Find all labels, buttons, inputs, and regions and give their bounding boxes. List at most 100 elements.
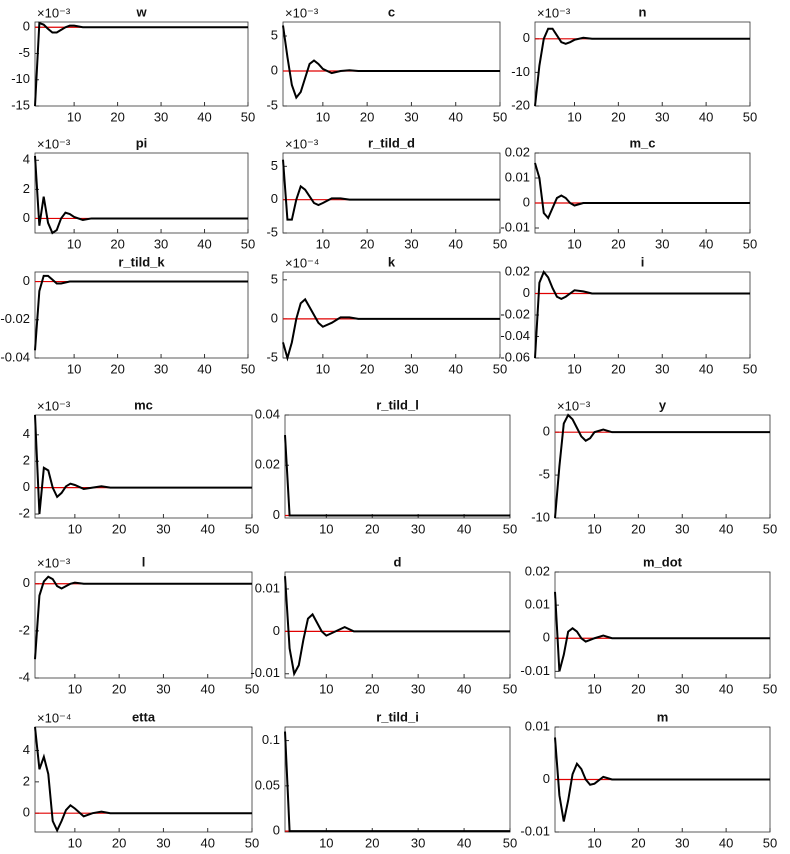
x-tick-label: 10 — [316, 361, 330, 376]
exponent-label: ×10⁻³ — [285, 136, 319, 151]
x-tick-label: 10 — [67, 236, 81, 251]
chart-title: w — [135, 4, 147, 19]
y-tick-label: 0 — [23, 575, 30, 590]
plot-area — [282, 152, 501, 234]
x-tick-label: 50 — [241, 109, 255, 124]
x-tick-label: 30 — [156, 681, 170, 696]
y-tick-label: -5 — [538, 467, 550, 482]
irf-line — [34, 726, 252, 833]
x-tick-label: 30 — [655, 361, 669, 376]
y-tick-label: 0.01 — [505, 169, 530, 184]
y-tick-label: 0.05 — [255, 777, 280, 792]
y-tick-label: 0 — [271, 310, 278, 325]
y-tick-label: 0 — [23, 479, 30, 494]
y-tick-label: -10 — [11, 71, 30, 86]
x-tick-label: 20 — [631, 681, 645, 696]
x-tick-label: 40 — [719, 521, 733, 536]
x-tick-label: 20 — [360, 109, 374, 124]
exponent-label: ×10⁻³ — [537, 5, 571, 20]
x-tick-label: 40 — [200, 521, 214, 536]
chart-title: etta — [132, 709, 156, 724]
x-tick-label: 10 — [567, 236, 581, 251]
y-tick-label: 2 — [23, 773, 30, 788]
y-tick-label: 0.1 — [262, 732, 280, 747]
y-tick-label: 2 — [23, 181, 30, 196]
x-tick-label: 20 — [110, 109, 124, 124]
x-tick-label: 40 — [457, 835, 471, 850]
irf-line — [284, 576, 510, 677]
x-tick-label: 50 — [763, 681, 777, 696]
x-tick-label: 50 — [743, 361, 757, 376]
irf-line — [554, 413, 770, 519]
y-tick-label: 0 — [543, 424, 550, 439]
y-tick-label: 0.01 — [525, 718, 550, 733]
plot-area — [34, 21, 249, 107]
x-tick-label: 40 — [197, 361, 211, 376]
y-tick-label: -0.01 — [500, 219, 530, 234]
x-tick-label: 30 — [156, 521, 170, 536]
x-tick-label: 10 — [319, 681, 333, 696]
x-tick-label: 50 — [743, 109, 757, 124]
x-tick-label: 50 — [743, 236, 757, 251]
chart-title: r_tild_l — [376, 397, 419, 412]
x-tick-label: 30 — [154, 361, 168, 376]
y-tick-label: -5 — [266, 97, 278, 112]
exponent-label: ×10⁻³ — [285, 5, 319, 20]
y-tick-label: 0.02 — [255, 457, 280, 472]
chart-title: k — [388, 254, 396, 269]
x-tick-label: 50 — [503, 681, 517, 696]
y-tick-label: -0.01 — [520, 823, 550, 838]
y-tick-label: 0.01 — [255, 580, 280, 595]
x-tick-label: 30 — [655, 109, 669, 124]
exponent-label: ×10⁻³ — [37, 555, 71, 570]
x-tick-label: 10 — [567, 361, 581, 376]
exponent-label: ×10⁻³ — [37, 5, 71, 20]
x-tick-label: 40 — [200, 681, 214, 696]
irf-line — [284, 731, 510, 833]
irf-line — [534, 270, 750, 359]
x-tick-label: 30 — [404, 236, 418, 251]
y-tick-label: 0 — [23, 273, 30, 288]
x-tick-label: 50 — [763, 521, 777, 536]
x-tick-label: 50 — [493, 236, 507, 251]
x-tick-label: 20 — [611, 361, 625, 376]
y-tick-label: 0 — [523, 285, 530, 300]
chart-title: m — [657, 709, 669, 724]
x-tick-label: 20 — [365, 835, 379, 850]
plot-area — [282, 21, 501, 107]
x-tick-label: 30 — [675, 835, 689, 850]
y-tick-label: 0.02 — [525, 563, 550, 578]
y-tick-label: 4 — [23, 742, 30, 757]
x-tick-label: 30 — [655, 236, 669, 251]
x-tick-label: 20 — [112, 835, 126, 850]
x-tick-label: 40 — [200, 835, 214, 850]
x-tick-label: 50 — [503, 521, 517, 536]
x-tick-label: 40 — [197, 236, 211, 251]
x-tick-label: 10 — [68, 681, 82, 696]
y-tick-label: -4 — [18, 669, 30, 684]
x-tick-label: 30 — [156, 835, 170, 850]
y-tick-label: -0.01 — [250, 665, 280, 680]
y-tick-label: 4 — [23, 152, 30, 167]
plot-area — [34, 414, 253, 519]
x-tick-label: 10 — [67, 109, 81, 124]
x-tick-label: 50 — [245, 835, 259, 850]
y-tick-label: -20 — [511, 97, 530, 112]
y-tick-label: -2 — [18, 505, 30, 520]
chart-title: m_c — [629, 135, 655, 150]
x-tick-label: 10 — [587, 681, 601, 696]
exponent-label: ×10⁻³ — [37, 136, 71, 151]
y-tick-label: 5 — [271, 271, 278, 286]
x-tick-label: 30 — [404, 109, 418, 124]
x-tick-label: 20 — [365, 521, 379, 536]
chart-title: mc — [134, 397, 153, 412]
x-tick-label: 10 — [68, 835, 82, 850]
y-tick-label: 0 — [271, 62, 278, 77]
x-tick-label: 20 — [360, 361, 374, 376]
x-tick-label: 10 — [319, 521, 333, 536]
x-tick-label: 20 — [631, 835, 645, 850]
y-tick-label: -2 — [18, 622, 30, 637]
chart-title: n — [639, 4, 647, 19]
x-tick-label: 30 — [154, 236, 168, 251]
y-tick-label: -0.04 — [0, 349, 30, 364]
